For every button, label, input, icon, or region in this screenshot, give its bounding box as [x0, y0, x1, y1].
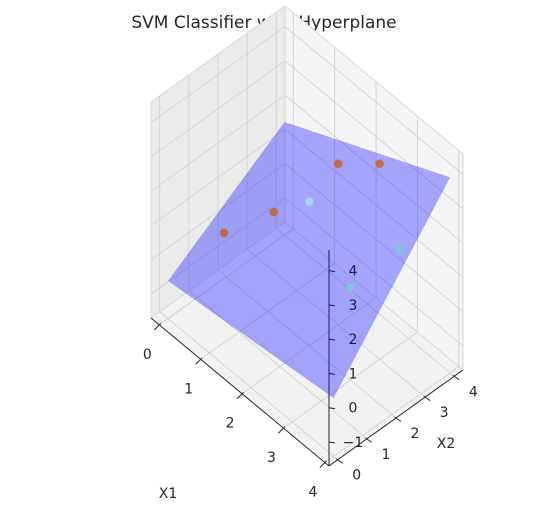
data-point [346, 283, 355, 292]
grid-line-y [276, 227, 455, 377]
tick-marks [153, 270, 460, 468]
z-tick-label: 4 [349, 264, 358, 280]
hyperplane-group [168, 122, 451, 398]
x-axis-label: X1 [159, 486, 178, 502]
z-tick-label: −1 [343, 435, 364, 451]
y-tick-mark [365, 437, 373, 443]
data-point [269, 207, 279, 217]
x-tick-label: 0 [143, 347, 152, 363]
x-tick-label: 2 [226, 416, 235, 432]
grid-line-z [284, 94, 464, 244]
hyperplane [168, 122, 451, 398]
x-tick-label: 3 [267, 450, 276, 466]
grid-line-y [246, 248, 426, 398]
grid-line-z [150, 129, 286, 226]
grid-line-z [150, 163, 286, 261]
points-in-front-of-plane [219, 159, 405, 292]
y-tick-label: 2 [411, 426, 420, 442]
x-tick-label: 1 [184, 381, 193, 397]
tick-labels: 0 1 2 3 4 0 1 2 3 4 −1 0 1 2 3 4 [143, 264, 478, 501]
grid-line-z [150, 197, 286, 295]
pane-edge [284, 5, 464, 155]
x-tick-label: 4 [308, 485, 317, 501]
grid-line-z [284, 26, 464, 175]
data-point [219, 228, 229, 238]
x-tick-mark [236, 391, 244, 400]
grid-line-z [150, 94, 286, 192]
x-axis-line [150, 317, 330, 467]
y-tick-mark [335, 458, 344, 464]
grid-line-z [150, 26, 286, 123]
pane-edge [150, 5, 286, 103]
y-tick-mark [394, 416, 402, 422]
grid-line-z [284, 129, 464, 278]
data-point [375, 159, 384, 169]
z-tick-label: 1 [349, 366, 358, 382]
z-tick-label: 0 [349, 401, 358, 417]
grid-lines [150, 12, 464, 463]
z-tick-mark [328, 270, 336, 273]
data-point [304, 197, 314, 206]
y-axis-label: X2 [437, 436, 456, 452]
x-tick-mark [319, 460, 327, 468]
grid-line-z [284, 163, 464, 313]
data-point [396, 245, 405, 254]
y-tick-mark [452, 374, 460, 381]
z-tick-mark [328, 441, 336, 444]
grid-line-y [217, 269, 397, 419]
z-tick-label: 3 [349, 298, 358, 314]
x-tick-mark [278, 426, 286, 434]
z-tick-mark [328, 338, 336, 341]
z-tick-mark [328, 372, 336, 375]
z-tick-mark [328, 407, 336, 410]
x-tick-mark [195, 357, 203, 365]
y-tick-mark [423, 395, 431, 402]
grid-line-z [284, 197, 464, 347]
z-tick-mark [328, 304, 336, 307]
y-tick-label: 0 [352, 468, 361, 484]
y-tick-label: 3 [440, 405, 449, 421]
pane-edge [284, 221, 464, 371]
pane-edge [150, 221, 286, 319]
data-point [333, 159, 343, 168]
x-tick-mark [153, 323, 162, 331]
z-tick-label: 2 [349, 332, 358, 348]
grid-line-z [284, 60, 464, 210]
back-right-pane [285, 6, 463, 370]
grid-line-z [150, 60, 286, 158]
grid-line-y [159, 311, 338, 461]
grid-line-y [188, 290, 368, 440]
y-tick-label: 1 [381, 447, 390, 463]
y-tick-label: 4 [469, 384, 478, 400]
